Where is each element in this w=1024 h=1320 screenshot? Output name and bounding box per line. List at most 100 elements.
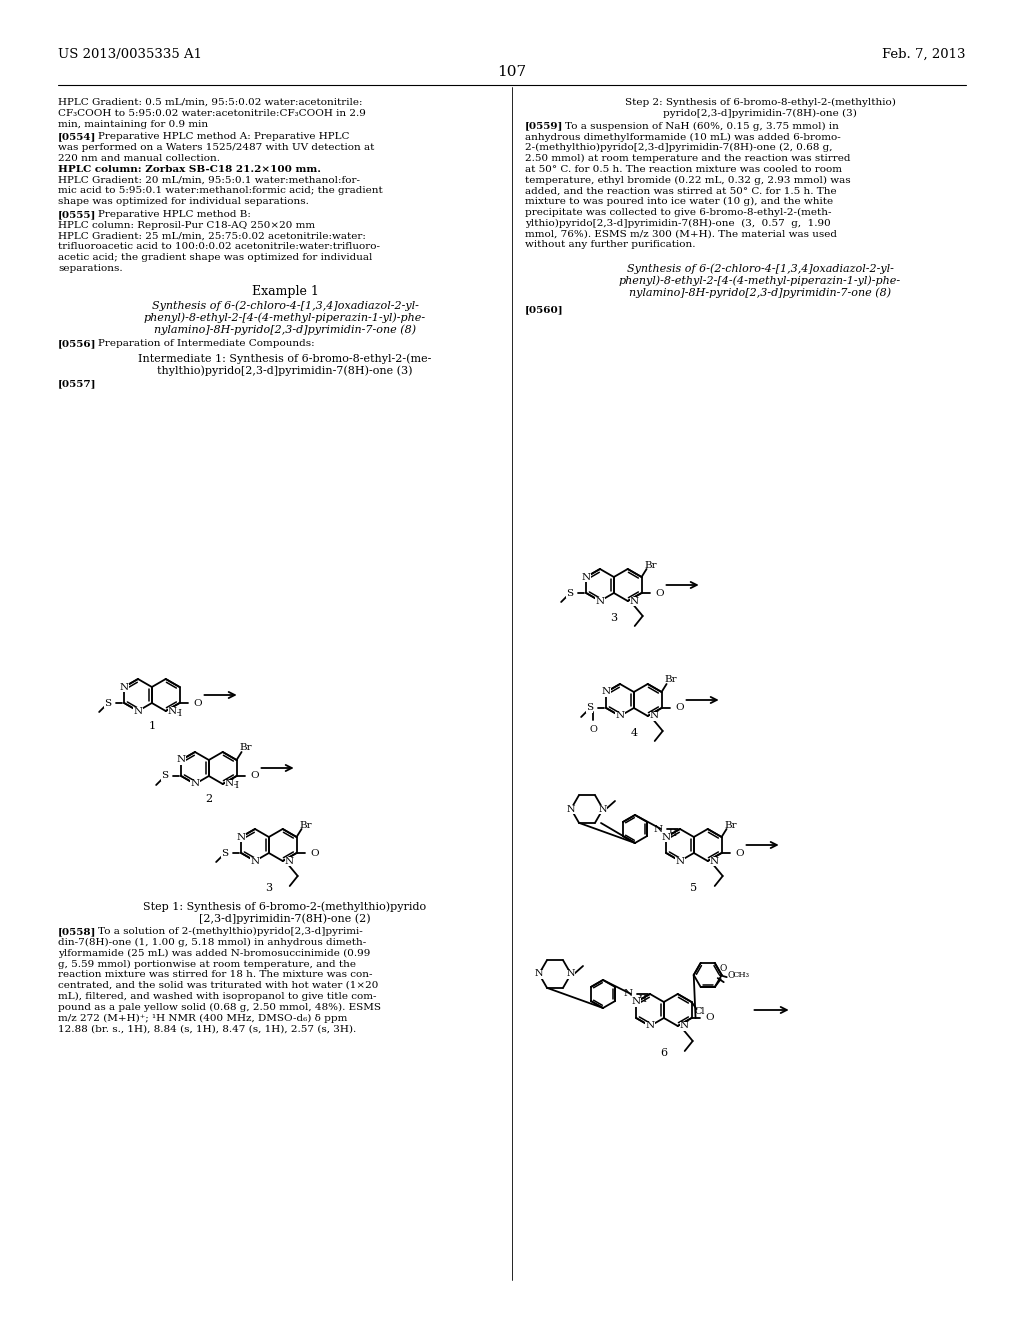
Text: [0560]: [0560]: [525, 305, 563, 314]
Text: at 50° C. for 0.5 h. The reaction mixture was cooled to room: at 50° C. for 0.5 h. The reaction mixtur…: [525, 165, 842, 174]
Text: N: N: [133, 706, 142, 715]
Text: thylthio)pyrido[2,3-d]pyrimidin-7(8H)-one (3): thylthio)pyrido[2,3-d]pyrimidin-7(8H)-on…: [158, 366, 413, 376]
Text: O: O: [676, 704, 684, 713]
Text: O: O: [735, 849, 744, 858]
Text: O: O: [251, 771, 259, 780]
Text: N: N: [224, 780, 233, 788]
Text: 12.88 (br. s., 1H), 8.84 (s, 1H), 8.47 (s, 1H), 2.57 (s, 3H).: 12.88 (br. s., 1H), 8.84 (s, 1H), 8.47 (…: [58, 1024, 356, 1034]
Text: H: H: [230, 781, 239, 791]
Text: N: N: [632, 998, 641, 1006]
Text: [0559]: [0559]: [525, 121, 563, 131]
Text: 2: 2: [205, 795, 212, 804]
Text: S: S: [104, 698, 112, 708]
Text: N: N: [251, 857, 259, 866]
Text: [2,3-d]pyrimidin-7(8H)-one (2): [2,3-d]pyrimidin-7(8H)-one (2): [200, 913, 371, 924]
Text: nylamino]-8H-pyrido[2,3-d]pyrimidin-7-one (8): nylamino]-8H-pyrido[2,3-d]pyrimidin-7-on…: [629, 288, 891, 298]
Text: anhydrous dimethylformamide (10 mL) was added 6-bromo-: anhydrous dimethylformamide (10 mL) was …: [525, 132, 841, 141]
Text: [0556]: [0556]: [58, 339, 96, 347]
Text: N: N: [582, 573, 591, 582]
Text: N: N: [710, 857, 719, 866]
Text: HPLC column: Reprosil-Pur C18-AQ 250×20 mm: HPLC column: Reprosil-Pur C18-AQ 250×20 …: [58, 220, 315, 230]
Text: added, and the reaction was stirred at 50° C. for 1.5 h. The: added, and the reaction was stirred at 5…: [525, 186, 837, 195]
Text: acetic acid; the gradient shape was optimized for individual: acetic acid; the gradient shape was opti…: [58, 253, 373, 263]
Text: mixture to was poured into ice water (10 g), and the white: mixture to was poured into ice water (10…: [525, 197, 834, 206]
Text: 5: 5: [690, 883, 697, 894]
Text: Step 2: Synthesis of 6-bromo-8-ethyl-2-(methylthio): Step 2: Synthesis of 6-bromo-8-ethyl-2-(…: [625, 98, 895, 107]
Text: N: N: [190, 780, 200, 788]
Text: N: N: [176, 755, 185, 764]
Text: HPLC Gradient: 0.5 mL/min, 95:5:0.02 water:acetonitrile:: HPLC Gradient: 0.5 mL/min, 95:5:0.02 wat…: [58, 98, 362, 107]
Text: Synthesis of 6-(2-chloro-4-[1,3,4]oxadiazol-2-yl-: Synthesis of 6-(2-chloro-4-[1,3,4]oxadia…: [627, 263, 893, 273]
Text: Synthesis of 6-(2-chloro-4-[1,3,4]oxadiazol-2-yl-: Synthesis of 6-(2-chloro-4-[1,3,4]oxadia…: [152, 301, 419, 312]
Text: N: N: [630, 597, 639, 606]
Text: To a suspension of NaH (60%, 0.15 g, 3.75 mmol) in: To a suspension of NaH (60%, 0.15 g, 3.7…: [565, 121, 839, 131]
Text: S: S: [566, 589, 573, 598]
Text: Br: Br: [240, 743, 252, 752]
Text: mmol, 76%). ESMS m/z 300 (M+H). The material was used: mmol, 76%). ESMS m/z 300 (M+H). The mate…: [525, 230, 837, 239]
Text: temperature, ethyl bromide (0.22 mL, 0.32 g, 2.93 mmol) was: temperature, ethyl bromide (0.22 mL, 0.3…: [525, 176, 851, 185]
Text: O: O: [589, 725, 597, 734]
Text: 3: 3: [265, 883, 272, 894]
Text: H: H: [668, 829, 676, 838]
Text: Intermediate 1: Synthesis of 6-bromo-8-ethyl-2-(me-: Intermediate 1: Synthesis of 6-bromo-8-e…: [138, 354, 432, 364]
Text: S: S: [221, 849, 228, 858]
Text: reaction mixture was stirred for 18 h. The mixture was con-: reaction mixture was stirred for 18 h. T…: [58, 970, 373, 979]
Text: N: N: [120, 682, 129, 692]
Text: trifluoroacetic acid to 100:0:0.02 acetonitrile:water:trifluoro-: trifluoroacetic acid to 100:0:0.02 aceto…: [58, 243, 380, 251]
Text: N: N: [599, 804, 607, 813]
Text: S: S: [161, 771, 168, 780]
Text: O: O: [310, 849, 319, 858]
Text: N: N: [680, 1022, 689, 1031]
Text: N: N: [595, 597, 604, 606]
Text: 6: 6: [660, 1048, 668, 1059]
Text: N: N: [566, 804, 575, 813]
Text: g, 5.59 mmol) portionwise at room temperature, and the: g, 5.59 mmol) portionwise at room temper…: [58, 960, 356, 969]
Text: N: N: [649, 711, 658, 721]
Text: precipitate was collected to give 6-bromo-8-ethyl-2-(meth-: precipitate was collected to give 6-brom…: [525, 209, 831, 216]
Text: N: N: [662, 833, 671, 842]
Text: 2-(methylthio)pyrido[2,3-d]pyrimidin-7(8H)-one (2, 0.68 g,: 2-(methylthio)pyrido[2,3-d]pyrimidin-7(8…: [525, 143, 833, 152]
Text: nylamino]-8H-pyrido[2,3-d]pyrimidin-7-one (8): nylamino]-8H-pyrido[2,3-d]pyrimidin-7-on…: [154, 325, 416, 335]
Text: din-7(8H)-one (1, 1.00 g, 5.18 mmol) in anhydrous dimeth-: din-7(8H)-one (1, 1.00 g, 5.18 mmol) in …: [58, 937, 367, 946]
Text: N: N: [676, 857, 685, 866]
Text: H: H: [638, 994, 646, 1003]
Text: [0555]: [0555]: [58, 210, 96, 219]
Text: ylformamide (25 mL) was added N-bromosuccinimide (0.99: ylformamide (25 mL) was added N-bromosuc…: [58, 949, 371, 958]
Text: HPLC Gradient: 20 mL/min, 95:5:0.1 water:methanol:for-: HPLC Gradient: 20 mL/min, 95:5:0.1 water…: [58, 176, 360, 185]
Text: O: O: [720, 964, 727, 973]
Text: Br: Br: [644, 561, 657, 569]
Text: O: O: [655, 589, 665, 598]
Text: Feb. 7, 2013: Feb. 7, 2013: [883, 48, 966, 61]
Text: N: N: [601, 688, 610, 697]
Text: N: N: [615, 711, 625, 721]
Text: m/z 272 (M+H)⁺; ¹H NMR (400 MHz, DMSO-d₆) δ ppm: m/z 272 (M+H)⁺; ¹H NMR (400 MHz, DMSO-d₆…: [58, 1014, 347, 1023]
Text: Br: Br: [300, 821, 312, 829]
Text: N: N: [566, 969, 575, 978]
Text: Example 1: Example 1: [252, 285, 318, 298]
Text: separations.: separations.: [58, 264, 123, 273]
Text: N: N: [168, 706, 177, 715]
Text: Cl: Cl: [694, 1007, 706, 1016]
Text: was performed on a Waters 1525/2487 with UV detection at: was performed on a Waters 1525/2487 with…: [58, 143, 375, 152]
Text: To a solution of 2-(methylthio)pyrido[2,3-d]pyrimi-: To a solution of 2-(methylthio)pyrido[2,…: [98, 927, 362, 936]
Text: Preparative HPLC method B:: Preparative HPLC method B:: [98, 210, 251, 219]
Text: H: H: [174, 709, 181, 718]
Text: O: O: [706, 1014, 714, 1023]
Text: N: N: [535, 969, 544, 978]
Text: US 2013/0035335 A1: US 2013/0035335 A1: [58, 48, 202, 61]
Text: phenyl)-8-ethyl-2-[4-(4-methyl-piperazin-1-yl)-phe-: phenyl)-8-ethyl-2-[4-(4-methyl-piperazin…: [144, 313, 426, 323]
Text: HPLC Gradient: 25 mL/min, 25:75:0.02 acetonitrile:water:: HPLC Gradient: 25 mL/min, 25:75:0.02 ace…: [58, 231, 366, 240]
Text: Br: Br: [665, 676, 677, 685]
Text: pound as a pale yellow solid (0.68 g, 2.50 mmol, 48%). ESMS: pound as a pale yellow solid (0.68 g, 2.…: [58, 1003, 381, 1011]
Text: Step 1: Synthesis of 6-bromo-2-(methylthio)pyrido: Step 1: Synthesis of 6-bromo-2-(methylth…: [143, 902, 427, 912]
Text: CH₃: CH₃: [733, 972, 750, 979]
Text: shape was optimized for individual separations.: shape was optimized for individual separ…: [58, 197, 309, 206]
Text: pyrido[2,3-d]pyrimidin-7(8H)-one (3): pyrido[2,3-d]pyrimidin-7(8H)-one (3): [664, 108, 857, 117]
Text: min, maintaining for 0.9 min: min, maintaining for 0.9 min: [58, 120, 208, 128]
Text: Br: Br: [725, 821, 737, 829]
Text: Preparative HPLC method A: Preparative HPLC: Preparative HPLC method A: Preparative H…: [98, 132, 349, 141]
Text: 3: 3: [610, 612, 617, 623]
Text: S: S: [586, 704, 593, 713]
Text: phenyl)-8-ethyl-2-[4-(4-methyl-piperazin-1-yl)-phe-: phenyl)-8-ethyl-2-[4-(4-methyl-piperazin…: [618, 275, 901, 285]
Text: 2.50 mmol) at room temperature and the reaction was stirred: 2.50 mmol) at room temperature and the r…: [525, 154, 851, 164]
